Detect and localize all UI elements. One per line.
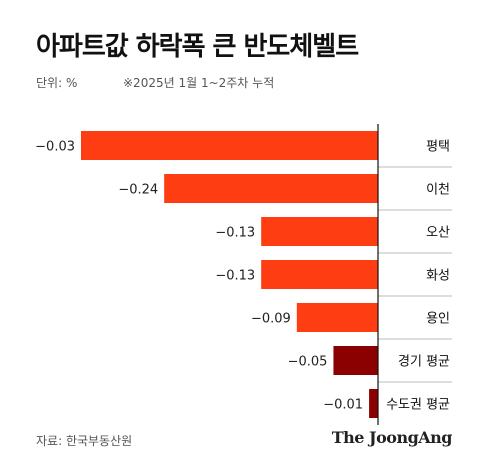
brand-logo: The JoongAng bbox=[331, 428, 453, 447]
category-label: 용인 bbox=[426, 312, 450, 327]
value-label: −0.05 bbox=[288, 355, 328, 370]
category-label: 화성 bbox=[426, 269, 450, 284]
value-label: −0.13 bbox=[215, 269, 255, 284]
bar-7 bbox=[369, 389, 378, 418]
category-label: 수도권 평균 bbox=[386, 398, 450, 413]
bar-6 bbox=[333, 346, 378, 375]
source-note: 자료: 한국부동산원 bbox=[36, 434, 133, 448]
bar-1 bbox=[81, 131, 378, 160]
bar-5 bbox=[296, 303, 378, 332]
value-labels-group: −0.03 −0.24 −0.13 −0.13 −0.09 −0.05 −0.01 bbox=[35, 140, 363, 413]
value-label: −0.09 bbox=[251, 312, 291, 327]
row-dividers bbox=[378, 166, 452, 383]
bar-2 bbox=[164, 174, 378, 203]
category-label: 평택 bbox=[426, 140, 450, 155]
value-label: −0.03 bbox=[35, 140, 75, 155]
period-note: ※2025년 1월 1~2주차 누적 bbox=[123, 76, 275, 90]
category-label: 이천 bbox=[426, 183, 450, 198]
chart-title: 아파트값 하락폭 큰 반도체벨트 bbox=[36, 32, 359, 62]
unit-label: 단위: % bbox=[36, 76, 78, 90]
category-label: 오산 bbox=[426, 226, 450, 241]
value-label: −0.24 bbox=[118, 183, 158, 198]
bar-4 bbox=[261, 260, 378, 289]
bar-3 bbox=[261, 217, 378, 246]
category-label: 경기 평균 bbox=[398, 355, 450, 370]
value-label: −0.13 bbox=[215, 226, 255, 241]
bars-group bbox=[81, 131, 378, 418]
value-label: −0.01 bbox=[323, 398, 363, 413]
